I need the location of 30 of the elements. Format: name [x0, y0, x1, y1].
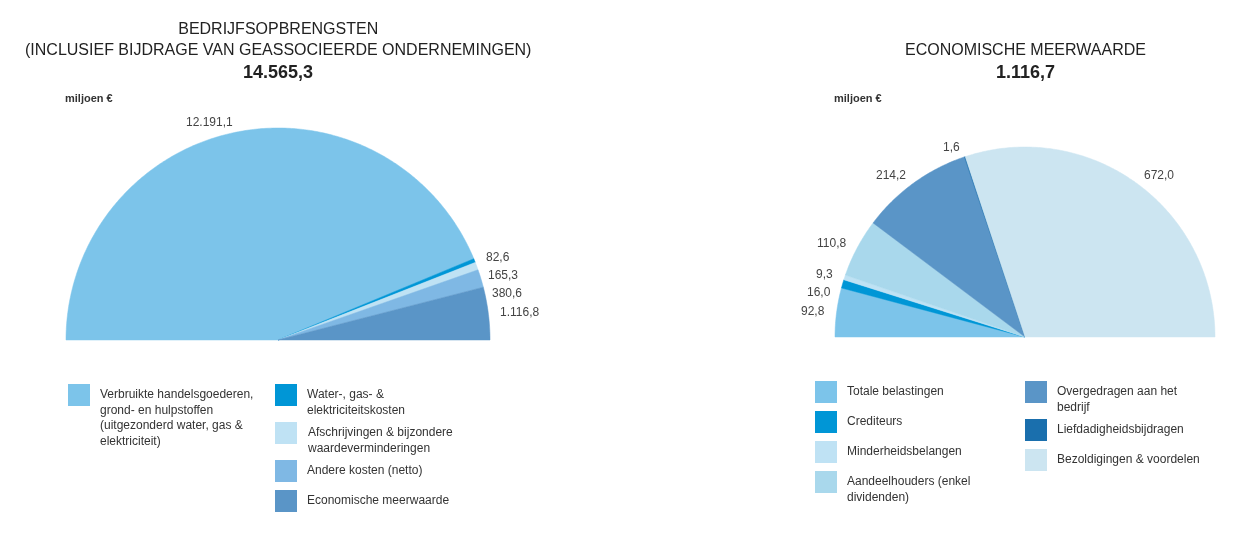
data-label: 165,3 [488, 268, 519, 282]
legend-label: Minderheidsbelangen [847, 444, 962, 458]
text: miljoen € [834, 92, 882, 104]
legend-label: Water-, gas- & elektriciteitskosten [307, 387, 406, 417]
data-label: 1.116,8 [500, 305, 540, 319]
data-label: 214,2 [876, 168, 907, 182]
chart-subtitle: 14.565,3 [243, 62, 314, 82]
data-label: 672,0 [1144, 168, 1175, 182]
legend-label: Aandeelhouders (enkel dividenden) [847, 474, 971, 504]
legend-label: Economische meerwaarde [307, 493, 450, 507]
data-label: 110,8 [817, 236, 847, 250]
data-label: 16,0 [807, 285, 831, 299]
data-label: 1,6 [943, 140, 961, 154]
data-label: 12.191,1 [186, 115, 234, 129]
legend-label: Andere kosten (netto) [307, 463, 423, 477]
legend-label: Liefdadigheidsbijdragen [1057, 422, 1184, 436]
legend-label: Crediteurs [847, 414, 903, 428]
legend-label: Verbruikte handelsgoederen, grond- en hulpstoffen (uitgezonderd water, gas & elektriciteit) [100, 387, 254, 448]
legend-label: Overgedragen aan het bedrijf [1057, 384, 1178, 414]
legend-label: Totale belastingen [847, 384, 944, 398]
chart-title: BEDRIJFSOPBRENGSTEN (INCLUSIEF BIJDRAGE VAN GEASSOCIEERDE ONDERNEMINGEN) [25, 20, 532, 58]
chart-subtitle: 1.116,7 [996, 62, 1056, 82]
chart-title: ECONOMISCHE MEERWAARDE [905, 41, 1146, 58]
data-label: 82,6 [486, 250, 510, 264]
legend-label: Bezoldigingen & voordelen [1057, 452, 1200, 466]
data-label: 92,8 [801, 304, 825, 318]
data-label: 9,3 [816, 267, 834, 281]
data-label: 380,6 [492, 286, 523, 300]
legend-label: Afschrijvingen & bijzondere waardeverminderingen [307, 425, 454, 455]
text: miljoen € [65, 92, 113, 104]
